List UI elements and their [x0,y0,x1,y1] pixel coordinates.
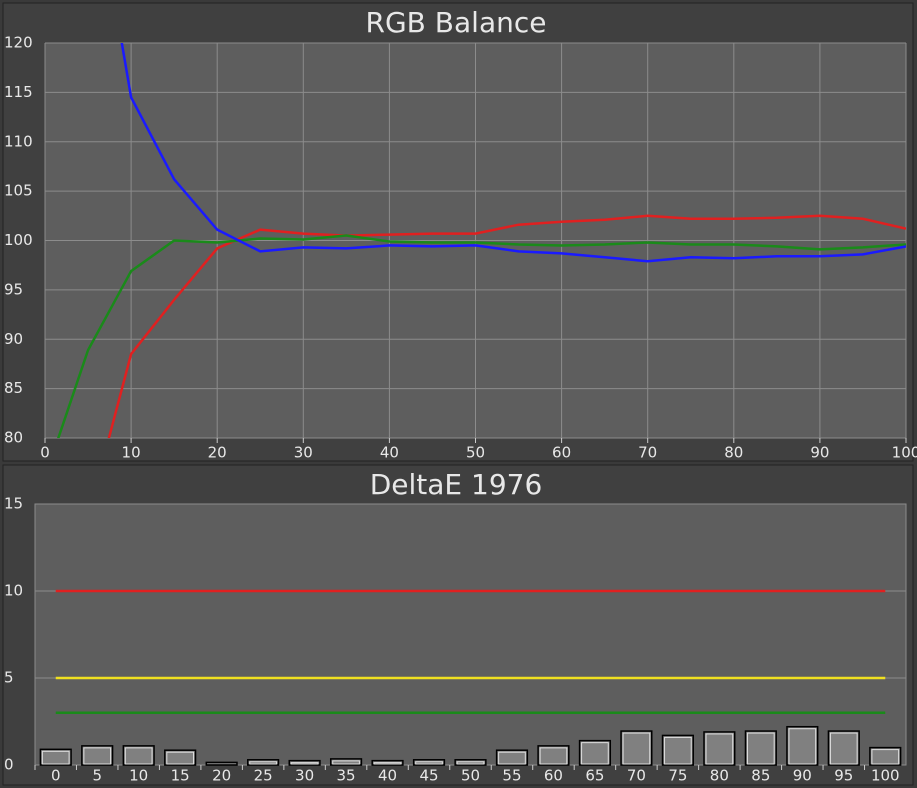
bar [620,730,653,766]
bar-highlight [664,736,692,765]
x-tick-label: 70 [638,444,657,462]
x-tick-label: 50 [461,767,480,785]
y-tick-label: 10 [4,582,23,600]
y-tick-label: 100 [4,231,33,249]
bar [703,731,736,766]
bar-highlight [705,733,734,765]
bar [164,749,197,766]
bar [39,748,72,766]
series-line [57,234,906,438]
bar-highlight [829,732,858,765]
y-tick-label: 105 [4,182,33,200]
bar-highlight [622,732,651,765]
y-tick-label: 0 [4,756,14,774]
x-tick-label: 0 [40,444,50,462]
chart-title: RGB Balance [366,6,547,39]
x-tick-label: 15 [171,767,190,785]
bar [329,758,363,766]
x-tick-label: 90 [810,444,829,462]
x-tick-label: 35 [337,767,356,785]
x-tick-label: 100 [892,444,917,462]
x-tick-label: 75 [668,767,687,785]
x-tick-label: 55 [502,767,521,785]
x-tick-label: 10 [122,444,141,462]
bar [578,739,612,766]
bar [247,759,280,766]
x-tick-label: 20 [212,767,231,785]
x-tick-label: 60 [552,444,571,462]
x-tick-label: 25 [254,767,273,785]
x-tick-label: 5 [92,767,102,785]
x-tick-label: 30 [295,767,314,785]
y-tick-label: 5 [4,669,14,687]
bar-highlight [83,747,112,765]
y-tick-label: 80 [4,429,23,447]
y-tick-label: 110 [4,132,33,150]
bar [869,746,902,766]
y-tick-label: 115 [4,83,33,101]
bar [122,745,155,766]
x-tick-label: 50 [466,444,485,462]
bar [81,745,114,766]
x-tick-label: 40 [380,444,399,462]
x-tick-label: 80 [710,767,729,785]
bar [495,749,529,766]
chart-title: DeltaE 1976 [370,468,543,501]
x-tick-label: 90 [793,767,812,785]
bar-highlight [373,762,402,765]
x-tick-label: 85 [751,767,770,785]
bar-highlight [539,747,568,765]
x-tick-label: 65 [585,767,604,785]
bar [827,730,860,766]
series-line [107,214,906,438]
bar-highlight [788,728,817,765]
bar-highlight [871,749,900,765]
bar-highlight [166,751,195,765]
x-tick-label: 0 [51,767,61,785]
bar [661,734,694,766]
x-tick-label: 70 [627,767,646,785]
bar-highlight [415,761,443,765]
x-tick-label: 100 [871,767,900,785]
y-tick-label: 120 [4,34,33,52]
bar-highlight [332,760,360,765]
x-tick-label: 45 [419,767,438,785]
bar [205,761,238,766]
x-tick-label: 80 [724,444,743,462]
bar [537,745,570,766]
x-tick-label: 60 [544,767,563,785]
y-tick-label: 85 [4,379,23,397]
x-tick-label: 95 [834,767,853,785]
y-tick-label: 95 [4,280,23,298]
bar [454,759,487,766]
bar-highlight [249,761,277,765]
bar [412,759,446,766]
x-tick-label: 10 [129,767,148,785]
bar-highlight [41,750,70,765]
x-tick-label: 20 [208,444,227,462]
bar-highlight [290,762,319,765]
bar-highlight [498,751,526,765]
plot-area [34,503,907,766]
bar-highlight [456,761,485,765]
bar [786,725,819,766]
y-tick-label: 90 [4,330,23,348]
x-tick-label: 40 [378,767,397,785]
bar-highlight [124,747,153,765]
bar-highlight [746,732,775,765]
y-tick-label: 15 [4,495,23,513]
bar-highlight [581,742,609,765]
x-tick-label: 30 [294,444,313,462]
series-line [120,43,906,263]
bar [744,730,777,766]
